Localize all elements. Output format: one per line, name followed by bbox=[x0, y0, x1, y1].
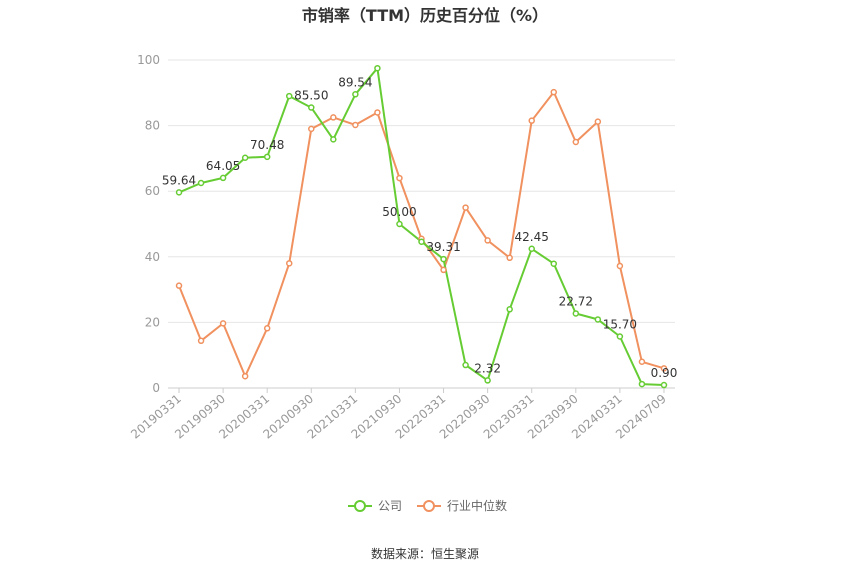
data-point bbox=[396, 174, 403, 182]
source-note: 数据来源：恒生聚源 bbox=[371, 546, 479, 561]
legend[interactable]: 公司 行业中位数 bbox=[348, 498, 507, 513]
data-point bbox=[528, 117, 535, 124]
series-points bbox=[175, 64, 668, 389]
data-label: 64.05 bbox=[206, 159, 240, 173]
data-point bbox=[396, 220, 403, 228]
y-tick-label: 100 bbox=[137, 53, 160, 67]
series-line-1 bbox=[178, 91, 665, 378]
data-point bbox=[263, 153, 271, 161]
data-label: 39.31 bbox=[426, 240, 460, 254]
data-labels: 59.64 64.05 70.48 85.50 89.54 50.00 39.31 2.32 4… bbox=[162, 75, 677, 380]
legend-swatch-marker bbox=[423, 500, 435, 512]
legend-item-1[interactable]: 行业中位数 bbox=[417, 498, 507, 513]
legend-label: 公司 bbox=[378, 499, 402, 513]
data-label: 15.70 bbox=[603, 318, 637, 332]
data-point bbox=[197, 179, 205, 187]
data-point bbox=[638, 380, 646, 388]
legend-label: 行业中位数 bbox=[447, 498, 507, 513]
legend-swatch-marker bbox=[354, 500, 366, 512]
data-point bbox=[241, 154, 249, 161]
data-label: 2.32 bbox=[474, 361, 501, 375]
data-point bbox=[550, 260, 558, 267]
data-point bbox=[330, 136, 337, 143]
data-label: 70.48 bbox=[250, 138, 284, 152]
data-point bbox=[528, 245, 535, 253]
data-point bbox=[219, 320, 227, 327]
data-point bbox=[175, 282, 183, 289]
data-point bbox=[418, 238, 425, 245]
y-tick-label: 40 bbox=[145, 250, 160, 264]
x-axis: 2019033120190930202003312020093020210331… bbox=[128, 387, 675, 442]
data-label: 0.90 bbox=[651, 366, 678, 380]
data-label: 85.50 bbox=[294, 89, 328, 103]
data-point bbox=[241, 372, 249, 380]
data-point bbox=[352, 121, 359, 129]
data-point bbox=[308, 104, 315, 111]
series-line-0 bbox=[178, 67, 665, 386]
data-point bbox=[374, 64, 381, 72]
y-tick-label: 20 bbox=[145, 315, 160, 329]
data-point bbox=[594, 118, 602, 125]
data-point bbox=[352, 91, 359, 98]
data-point bbox=[638, 358, 646, 366]
data-point bbox=[572, 310, 580, 317]
data-point bbox=[550, 88, 558, 96]
data-point bbox=[440, 255, 447, 263]
data-point bbox=[462, 361, 469, 369]
data-label: 50.00 bbox=[382, 205, 416, 219]
grid bbox=[168, 59, 675, 323]
data-label: 22.72 bbox=[559, 294, 593, 308]
chart-title: 市销率（TTM）历史百分位（%） bbox=[302, 6, 548, 25]
data-point bbox=[285, 92, 293, 100]
data-point bbox=[219, 174, 227, 182]
data-point bbox=[616, 333, 624, 340]
data-point bbox=[462, 204, 469, 211]
data-point bbox=[484, 237, 491, 244]
data-point bbox=[263, 325, 271, 332]
data-point bbox=[506, 306, 513, 313]
data-point bbox=[374, 109, 381, 116]
data-label: 89.54 bbox=[338, 75, 372, 89]
data-point bbox=[660, 365, 668, 372]
data-point bbox=[440, 266, 447, 274]
data-point bbox=[484, 377, 491, 384]
series-lines bbox=[178, 67, 665, 386]
data-point bbox=[175, 189, 183, 196]
data-point bbox=[330, 114, 337, 121]
data-label: 59.64 bbox=[162, 173, 196, 187]
data-label: 42.45 bbox=[515, 230, 549, 244]
y-axis: 0 20 40 60 80 100 bbox=[137, 53, 160, 395]
data-point bbox=[572, 138, 580, 146]
y-tick-label: 60 bbox=[145, 184, 160, 198]
data-point bbox=[308, 125, 315, 133]
data-point bbox=[616, 262, 624, 270]
y-tick-label: 80 bbox=[145, 119, 160, 133]
data-point bbox=[285, 260, 293, 267]
data-point bbox=[506, 254, 513, 262]
legend-item-0[interactable]: 公司 bbox=[348, 499, 402, 513]
data-point bbox=[197, 337, 205, 345]
data-point bbox=[594, 316, 602, 323]
data-point bbox=[660, 381, 668, 389]
y-tick-label: 0 bbox=[152, 381, 160, 395]
